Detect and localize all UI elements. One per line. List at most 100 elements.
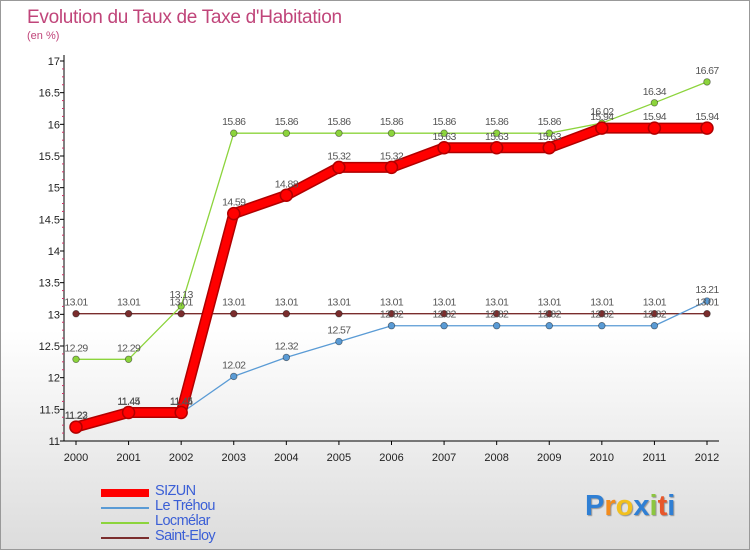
y-tick-label: 15 bbox=[48, 183, 60, 195]
y-tick-label: 11.5 bbox=[39, 404, 60, 416]
data-label-le-trehou: 12.82 bbox=[643, 309, 667, 321]
data-point-saint-eloy bbox=[72, 310, 80, 318]
data-label-sizun: 11.45 bbox=[117, 396, 140, 408]
data-label-saint-eloy: 13.01 bbox=[695, 297, 719, 309]
data-point-le-trehou bbox=[282, 353, 291, 362]
data-label-le-trehou: 11.23 bbox=[65, 409, 88, 421]
data-label-saint-eloy: 13.01 bbox=[327, 297, 351, 309]
data-point-locmelar bbox=[440, 129, 448, 137]
data-point-sizun bbox=[121, 405, 136, 420]
data-point-sizun bbox=[700, 121, 714, 135]
data-label-sizun: 14.59 bbox=[222, 197, 246, 209]
y-tick-label: 17 bbox=[48, 56, 60, 68]
data-point-le-trehou bbox=[545, 322, 553, 330]
data-label-saint-eloy: 13.01 bbox=[380, 297, 404, 309]
data-point-le-trehou bbox=[440, 322, 448, 330]
data-label-locmelar: 15.86 bbox=[380, 116, 404, 128]
y-tick-label: 16 bbox=[48, 119, 60, 131]
y-tick-label: 13 bbox=[48, 309, 60, 321]
legend-swatch-sizun bbox=[101, 488, 149, 497]
data-point-le-trehou bbox=[492, 322, 501, 330]
data-point-sizun bbox=[437, 141, 451, 155]
data-label-locmelar: 15.86 bbox=[432, 116, 456, 128]
data-point-saint-eloy bbox=[124, 310, 133, 318]
data-point-le-trehou bbox=[703, 297, 711, 305]
data-point-saint-eloy bbox=[492, 310, 501, 318]
data-label-sizun: 11.45 bbox=[170, 396, 193, 408]
data-point-saint-eloy bbox=[177, 310, 185, 318]
data-point-locmelar bbox=[650, 99, 659, 107]
data-point-saint-eloy bbox=[230, 310, 238, 318]
data-label-saint-eloy: 13.01 bbox=[222, 297, 246, 309]
chart-title: Evolution du Taux de Taxe d'Habitation bbox=[27, 7, 342, 28]
data-label-le-trehou: 12.82 bbox=[538, 309, 562, 321]
data-point-locmelar bbox=[335, 129, 343, 137]
data-label-locmelar: 15.86 bbox=[538, 116, 562, 128]
data-label-le-trehou: 12.82 bbox=[432, 309, 456, 321]
data-label-locmelar: 15.86 bbox=[327, 116, 351, 128]
data-label-locmelar: 15.86 bbox=[275, 116, 299, 128]
x-tick-label: 2003 bbox=[222, 452, 246, 464]
x-tick-label: 2001 bbox=[116, 452, 140, 464]
data-label-le-trehou: 11.44 bbox=[170, 396, 193, 408]
data-point-saint-eloy bbox=[545, 310, 553, 318]
data-label-sizun: 15.32 bbox=[327, 150, 351, 162]
data-label-sizun: 15.94 bbox=[695, 111, 719, 123]
legend-swatch-le-trehou bbox=[101, 506, 149, 509]
y-tick-label: 12 bbox=[48, 373, 60, 385]
data-point-locmelar bbox=[282, 129, 291, 137]
data-label-saint-eloy: 13.01 bbox=[643, 297, 667, 309]
data-label-sizun: 15.63 bbox=[538, 131, 562, 143]
x-tick-label: 2007 bbox=[432, 452, 456, 464]
logo-letter: t bbox=[657, 490, 668, 522]
legend-swatch-locmelar bbox=[101, 521, 149, 524]
data-point-locmelar bbox=[72, 355, 80, 363]
data-point-sizun bbox=[595, 121, 609, 135]
data-point-locmelar bbox=[230, 129, 238, 137]
data-point-sizun bbox=[227, 206, 241, 221]
data-label-sizun: 15.94 bbox=[590, 111, 614, 123]
data-label-saint-eloy: 13.01 bbox=[64, 297, 88, 309]
y-tick-label: 16.5 bbox=[39, 88, 60, 100]
data-point-locmelar bbox=[492, 129, 501, 137]
x-tick-label: 2011 bbox=[643, 452, 667, 464]
data-point-locmelar bbox=[703, 78, 711, 86]
data-label-saint-eloy: 13.01 bbox=[275, 297, 299, 309]
data-labels-layer: 13.01 13.01 13.01 13.01 13.01 13.01 13.01 13.01… bbox=[64, 65, 720, 422]
x-tick-label: 2004 bbox=[274, 452, 298, 464]
data-point-saint-eloy bbox=[387, 310, 396, 318]
data-label-le-trehou: 12.82 bbox=[485, 309, 509, 321]
data-point-sizun bbox=[489, 141, 504, 155]
logo-letter: o bbox=[615, 490, 634, 522]
logo-letter: P bbox=[585, 490, 605, 522]
data-point-sizun bbox=[647, 121, 662, 135]
y-tick-label: 12.5 bbox=[39, 341, 60, 353]
data-label-locmelar: 15.86 bbox=[222, 116, 246, 128]
legend-swatch-saint-eloy bbox=[101, 536, 149, 539]
data-label-locmelar: 13.13 bbox=[170, 289, 194, 301]
y-tick-label: 14.5 bbox=[39, 214, 60, 226]
x-tick-label: 2008 bbox=[484, 452, 508, 464]
data-label-le-trehou: 13.21 bbox=[695, 284, 719, 296]
data-point-le-trehou bbox=[335, 337, 343, 346]
data-label-le-trehou: 12.57 bbox=[327, 325, 351, 337]
data-point-sizun bbox=[332, 160, 346, 175]
data-point-saint-eloy bbox=[703, 310, 711, 318]
data-label-le-trehou: 12.02 bbox=[222, 359, 246, 371]
y-unit-label: (en %) bbox=[27, 30, 60, 42]
data-point-sizun bbox=[542, 141, 556, 155]
data-point-locmelar bbox=[124, 355, 133, 363]
legend-label-sizun: SIZUN bbox=[155, 483, 196, 499]
logo-letter: r bbox=[604, 490, 616, 522]
y-tick-label: 11 bbox=[49, 436, 60, 448]
data-point-locmelar bbox=[177, 302, 185, 310]
data-label-locmelar: 12.29 bbox=[64, 342, 88, 354]
data-point-saint-eloy bbox=[282, 310, 291, 318]
x-tick-label: 2010 bbox=[590, 452, 614, 464]
data-label-sizun: 15.63 bbox=[432, 131, 456, 143]
legend-label-saint-eloy: Saint-Eloy bbox=[155, 528, 216, 544]
data-label-saint-eloy: 13.01 bbox=[117, 297, 141, 309]
data-point-le-trehou bbox=[387, 322, 396, 330]
data-point-le-trehou bbox=[230, 372, 238, 381]
